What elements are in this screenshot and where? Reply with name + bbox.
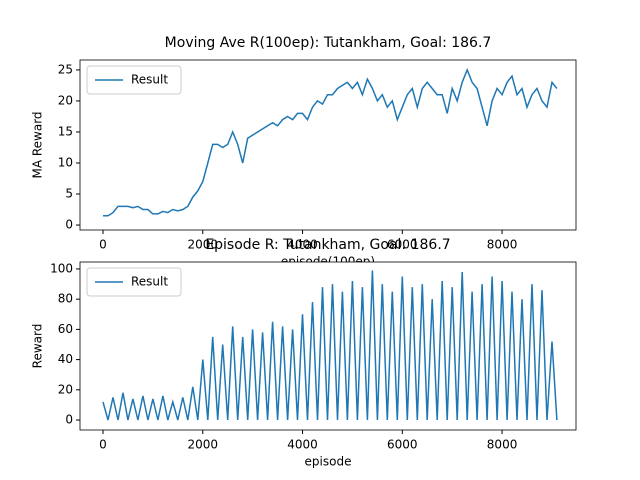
- axes-frame: [79, 59, 577, 231]
- y-tick-label: 10: [58, 155, 73, 169]
- x-tick-label: 0: [99, 238, 107, 252]
- y-axis-label: Reward: [31, 324, 45, 369]
- x-axis-label: episode: [305, 455, 352, 469]
- x-tick-label: 6000: [387, 238, 418, 252]
- legend-label: Result: [131, 73, 168, 87]
- x-tick-label: 2000: [187, 238, 218, 252]
- y-tick-label: 60: [58, 322, 73, 336]
- line-series: [102, 270, 558, 421]
- y-tick-label: 5: [65, 187, 73, 201]
- y-axis-label: MA Reward: [31, 111, 45, 178]
- x-tick-label: 8000: [487, 238, 518, 252]
- legend-label: Result: [131, 275, 168, 289]
- y-tick-label: 40: [58, 352, 73, 366]
- y-tick-label: 25: [58, 62, 73, 76]
- chart-title: Episode R: Tutankham, Goal: 186.7: [205, 237, 450, 253]
- y-tick-label: 0: [65, 218, 73, 232]
- x-tick-label: 8000: [487, 438, 518, 452]
- x-tick-label: 2000: [187, 438, 218, 452]
- chart-title: Moving Ave R(100ep): Tutankham, Goal: 18…: [165, 35, 492, 51]
- y-tick-label: 20: [58, 382, 73, 396]
- y-tick-label: 0: [65, 413, 73, 427]
- x-tick-label: 6000: [387, 438, 418, 452]
- line-series: [103, 67, 558, 217]
- y-tick-label: 20: [58, 93, 73, 107]
- y-tick-label: 80: [58, 292, 73, 306]
- legend-box: [86, 65, 182, 95]
- x-tick-label: 0: [99, 438, 107, 452]
- y-tick-label: 15: [58, 124, 73, 138]
- x-tick-label: 4000: [287, 438, 318, 452]
- legend-box: [86, 267, 182, 297]
- axes-frame: [79, 261, 577, 431]
- y-tick-label: 100: [50, 261, 73, 275]
- x-tick-label: 4000: [287, 238, 318, 252]
